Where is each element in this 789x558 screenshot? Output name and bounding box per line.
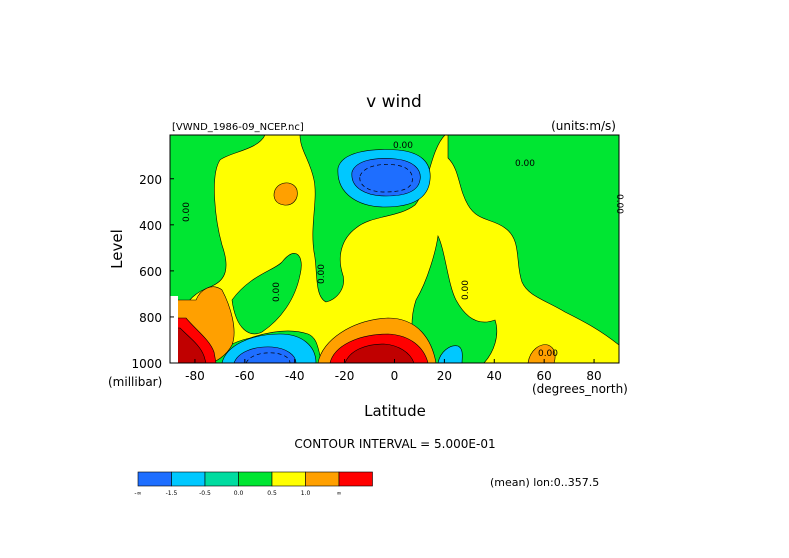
region-darkred-tropics xyxy=(344,343,415,363)
colorbar-label: -∞ xyxy=(134,490,141,497)
colorbar-swatch xyxy=(204,471,239,487)
region-green-mid-south xyxy=(231,253,302,335)
region-cyan-nh-low xyxy=(437,345,463,363)
x-tick-label: 0 xyxy=(391,369,399,383)
x-tick-label: -20 xyxy=(335,369,355,383)
region-orange-nh-low xyxy=(527,344,556,363)
x-tick-label: 40 xyxy=(487,369,502,383)
x-tick-label: 80 xyxy=(586,369,601,383)
colorbar-label: 0.0 xyxy=(234,490,244,497)
region-green-nh xyxy=(447,135,619,346)
dashed-contour-sh-low xyxy=(245,352,291,363)
colorbar-label: -1.5 xyxy=(166,490,178,497)
contour-label: 0.00 xyxy=(538,349,558,359)
colorbar-swatch xyxy=(137,471,172,487)
contour-label: 0.00 xyxy=(272,282,282,302)
colorbar-label: 1.0 xyxy=(301,490,311,497)
y-unit-label: (millibar) xyxy=(108,375,162,389)
colorbar-swatch xyxy=(171,471,206,487)
contour-label: 0.00 xyxy=(515,159,535,169)
x-tick-label: -80 xyxy=(185,369,205,383)
region-blue-sh-low xyxy=(233,346,297,363)
contour-label: 0.00 xyxy=(614,194,624,214)
x-axis-label: Latitude xyxy=(364,402,426,420)
x-unit-label: (degrees_north) xyxy=(532,382,628,396)
x-ticks: -80 -60 -40 -20 0 20 40 60 80 xyxy=(185,359,602,383)
colorbar-swatch xyxy=(271,471,306,487)
contour-label: 0.00 xyxy=(317,264,327,284)
units-label: (units:m/s) xyxy=(551,119,616,133)
contour-label: 0.00 xyxy=(393,141,413,151)
colorbar: -∞ -1.5 -0.5 0.0 0.5 1.0 ∞ xyxy=(134,471,373,497)
chart-title: v wind xyxy=(366,92,422,112)
dashed-contour-upper-jet xyxy=(359,164,413,193)
y-ticks: 200 400 600 800 1000 xyxy=(131,173,174,371)
region-green-sh-high xyxy=(170,135,266,321)
colorbar-swatch xyxy=(238,471,273,487)
x-tick-label: 60 xyxy=(537,369,552,383)
contour-interval-text: CONTOUR INTERVAL = 5.000E-01 xyxy=(294,437,495,451)
colorbar-label: 0.5 xyxy=(267,490,277,497)
region-darkred-antarctic xyxy=(170,327,207,363)
colorbar-swatch xyxy=(338,471,373,487)
mean-text: (mean) lon:0..357.5 xyxy=(490,476,599,489)
x-tick-label: -60 xyxy=(235,369,255,383)
x-tick-label: -40 xyxy=(285,369,305,383)
y-tick-label: 600 xyxy=(139,265,162,279)
y-tick-label: 800 xyxy=(139,311,162,325)
contour-label: 0.00 xyxy=(182,202,192,222)
colorbar-swatch xyxy=(305,471,340,487)
contour-labels: 0.00 0.00 0.00 0.00 0.00 0.00 0.00 0.00 xyxy=(182,141,624,359)
contour-label: 0.00 xyxy=(461,280,471,300)
y-tick-label: 400 xyxy=(139,219,162,233)
x-tick-label: 20 xyxy=(437,369,452,383)
y-tick-label: 1000 xyxy=(131,357,162,371)
missing-data-patch xyxy=(170,296,178,363)
colorbar-label: ∞ xyxy=(337,490,342,497)
region-orange-sh-upper xyxy=(273,182,298,206)
region-blue-upper-jet xyxy=(351,158,421,197)
contour-field xyxy=(170,135,619,363)
y-axis-label: Level xyxy=(108,229,126,269)
y-tick-label: 200 xyxy=(139,173,162,187)
source-file-label: [VWND_1986-09_NCEP.nc] xyxy=(172,122,304,133)
colorbar-label: -0.5 xyxy=(199,490,211,497)
